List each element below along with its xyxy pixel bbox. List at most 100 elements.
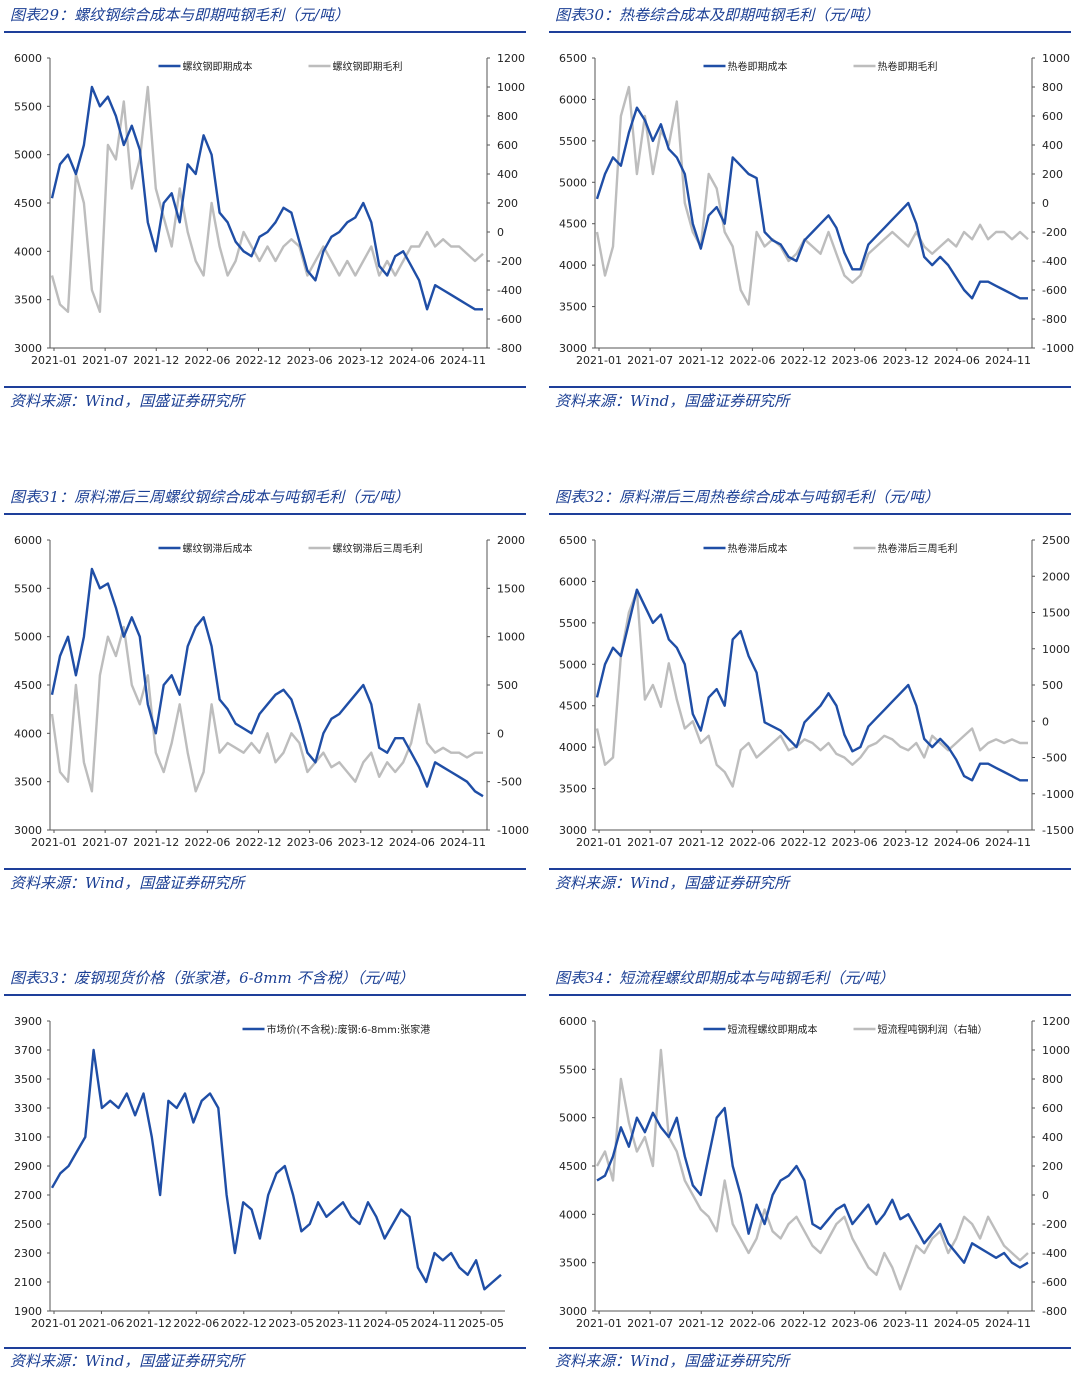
source-note: 资料来源：Wind，国盛证券研究所 [10, 392, 245, 410]
y-tick-label-left: 3100 [14, 1131, 42, 1144]
y-tick-label-left: 2500 [14, 1218, 42, 1231]
x-tick-label: 2021-12 [126, 1317, 172, 1330]
x-tick-label: 2024-11 [985, 836, 1031, 849]
y-tick-label-left: 2900 [14, 1160, 42, 1173]
y-tick-label-right: 0 [1042, 715, 1049, 728]
y-tick-label-left: 3000 [559, 1305, 587, 1318]
y-tick-label-left: 3700 [14, 1044, 42, 1057]
chart-panel-32: 图表32：原料滞后三周热卷综合成本与吨钢毛利（元/吨） 3000 3500 4000… [545, 482, 1075, 894]
y-tick-label-left: 3000 [559, 824, 587, 837]
y-tick-label-left: 5500 [559, 617, 587, 630]
chart-29: 3000350040004500500055006000-800-600-400… [14, 52, 525, 367]
y-tick-label-left: 4500 [559, 1160, 587, 1173]
x-tick-label: 2021-01 [31, 1317, 77, 1330]
chart-31: 3000 3500 4000 4500 5000 5500 6000 -1000 -500 0 50… [14, 534, 529, 849]
x-tick-label: 2023-06 [287, 836, 333, 849]
source-rule [4, 386, 526, 388]
y-tick-label-right: 500 [1042, 679, 1063, 692]
y-tick-label-right: 2000 [497, 534, 525, 547]
y-tick-label-left: 4000 [559, 259, 587, 272]
x-tick-label: 2024-05 [934, 1317, 980, 1330]
y-tick-label-right: 600 [1042, 110, 1063, 123]
y-tick-label-left: 6000 [559, 575, 587, 588]
y-tick-label-left: 3000 [14, 824, 42, 837]
x-tick-label: 2023-06 [832, 836, 878, 849]
y-tick-label-right: -1000 [1042, 788, 1074, 801]
y-tick-label-right: 2000 [1042, 570, 1070, 583]
chart-30: 30003500400045005000550060006500-1000-80… [559, 52, 1074, 367]
series-line-right [595, 1048, 1029, 1291]
x-tick-label: 2022-12 [781, 836, 827, 849]
x-tick-label: 2022-06 [729, 354, 775, 367]
y-tick-label-right: -200 [1042, 226, 1067, 239]
title-rule [4, 31, 526, 33]
y-tick-label-right: 0 [1042, 1189, 1049, 1202]
series-line-left [596, 1106, 1029, 1269]
x-tick-label: 2021-12 [133, 836, 179, 849]
x-tick-label: 2021-01 [576, 354, 622, 367]
x-tick-label: 2021-07 [82, 354, 128, 367]
legend-label: 市场价(不含税):废钢:6-8mm:张家港 [267, 1023, 431, 1036]
y-tick-label-left: 5000 [14, 631, 42, 644]
source-rule [4, 868, 526, 870]
y-tick-label-left: 2700 [14, 1189, 42, 1202]
y-tick-label-right: 1000 [1042, 1044, 1070, 1057]
chart-title: 图表33：废钢现货价格（张家港，6-8mm 不含税）（元/吨） [10, 969, 415, 987]
title-rule [549, 513, 1071, 515]
x-tick-label: 2021-01 [31, 354, 77, 367]
y-tick-label-right: 200 [1042, 168, 1063, 181]
y-tick-label-right: -1000 [497, 824, 529, 837]
y-tick-label-left: 1900 [14, 1305, 42, 1318]
x-tick-label: 2022-12 [221, 1317, 267, 1330]
y-tick-label-right: -800 [1042, 313, 1067, 326]
x-tick-label: 2023-05 [268, 1317, 314, 1330]
source-rule [4, 1347, 526, 1349]
x-tick-label: 2022-06 [184, 354, 230, 367]
y-tick-label-left: 3000 [14, 342, 42, 355]
x-tick-label: 2021-01 [576, 1317, 622, 1330]
x-tick-label: 2022-12 [236, 354, 282, 367]
series-line-left [50, 85, 483, 311]
legend-label: 热卷即期成本 [728, 60, 788, 73]
x-tick-label: 2021-12 [678, 1317, 724, 1330]
y-tick-label-right: -800 [1042, 1305, 1067, 1318]
y-tick-label-left: 5000 [559, 1112, 587, 1125]
x-tick-label: 2023-06 [832, 1317, 878, 1330]
title-rule [4, 994, 526, 996]
y-tick-label-left: 6500 [559, 52, 587, 65]
x-tick-label: 2021-07 [627, 1317, 673, 1330]
y-tick-label-left: 3500 [559, 301, 587, 314]
y-tick-label-left: 4500 [559, 700, 587, 713]
y-tick-label-right: 1200 [497, 52, 525, 65]
y-tick-label-left: 5000 [559, 658, 587, 671]
x-tick-label: 2022-06 [729, 836, 775, 849]
x-tick-label: 2024-11 [985, 1317, 1031, 1330]
y-tick-label-right: 600 [1042, 1102, 1063, 1115]
y-tick-label-right: 1000 [1042, 52, 1070, 65]
x-tick-label: 2021-01 [576, 836, 622, 849]
y-tick-label-left: 6000 [559, 1015, 587, 1028]
chart-title: 图表31：原料滞后三周螺纹钢综合成本与吨钢毛利（元/吨） [10, 488, 410, 506]
x-tick-label: 2024-06 [934, 836, 980, 849]
y-tick-label-left: 2300 [14, 1247, 42, 1260]
y-tick-label-left: 3900 [14, 1015, 42, 1028]
source-note: 资料来源：Wind，国盛证券研究所 [10, 874, 245, 892]
x-tick-label: 2024-11 [440, 354, 486, 367]
y-tick-label-right: 400 [497, 168, 518, 181]
x-tick-label: 2025-05 [458, 1317, 504, 1330]
chart-34: 3000350040004500500055006000-800-600-400… [559, 1015, 1070, 1330]
y-tick-label-right: 200 [1042, 1160, 1063, 1173]
y-tick-label-right: 0 [1042, 197, 1049, 210]
y-tick-label-right: 1000 [497, 81, 525, 94]
x-tick-label: 2023-11 [883, 1317, 929, 1330]
chart-title: 图表34：短流程螺纹即期成本与吨钢毛利（元/吨） [555, 969, 895, 987]
y-tick-label-right: 1000 [1042, 643, 1070, 656]
y-tick-label-left: 6000 [14, 534, 42, 547]
legend-label: 热卷滞后成本 [728, 542, 788, 555]
y-tick-label-right: 2500 [1042, 534, 1070, 547]
y-tick-label-right: -1500 [1042, 824, 1074, 837]
y-tick-label-right: 0 [497, 727, 504, 740]
series-line-left [50, 567, 484, 798]
legend-label: 螺纹钢滞后成本 [183, 542, 253, 555]
y-tick-label-left: 4000 [559, 1208, 587, 1221]
